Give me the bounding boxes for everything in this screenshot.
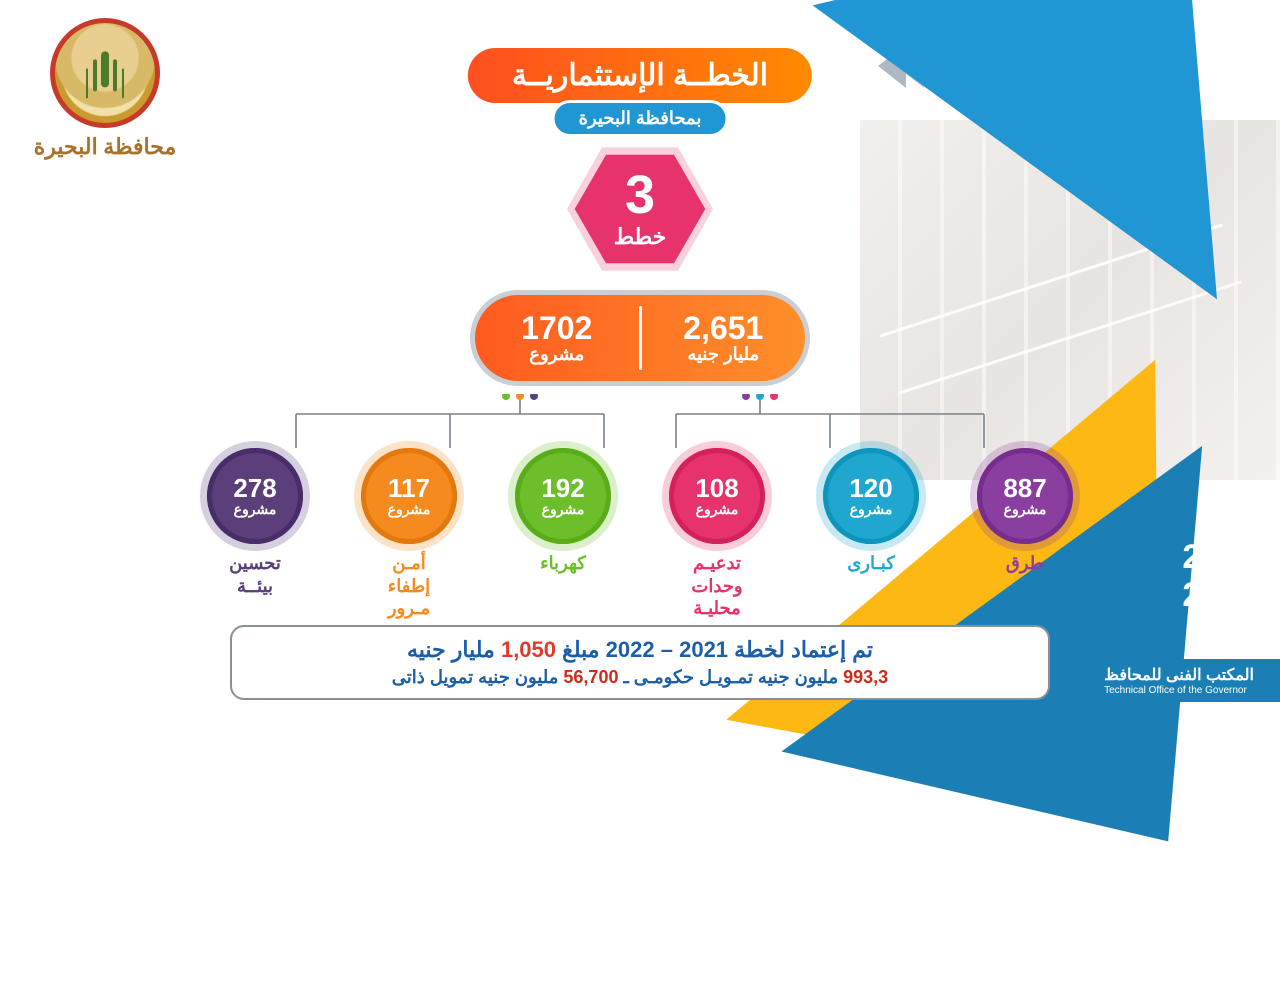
footer-approval-box: تم إعتماد لخطة 2021 – 2022 مبلغ 1,050 مل… (230, 625, 1050, 700)
hex-number: 3 (625, 168, 655, 222)
category-ring: 887مشروع (977, 448, 1073, 544)
logo-text: محافظة البحيرة (30, 134, 180, 160)
technical-office-badge: المكتب الفنى للمحافظ Technical Office of… (1064, 659, 1280, 702)
governorate-logo: محافظة البحيرة (30, 18, 180, 160)
stat-budget: 2,651 مليار جنيه (642, 312, 806, 365)
category-node: 192مشروع كهرباء (498, 448, 628, 620)
category-node: 117مشروع أمـنإطفاءمـرور (344, 448, 474, 620)
category-ring: 117مشروع (361, 448, 457, 544)
category-ring: 192مشروع (515, 448, 611, 544)
category-node: 108مشروع تدعيـموحداتمحليـة (652, 448, 782, 620)
category-ring: 108مشروع (669, 448, 765, 544)
hex-label: خطط (614, 224, 667, 250)
stat-projects: 1702 مشروع (475, 312, 639, 365)
category-ring: 278مشروع (207, 448, 303, 544)
category-label: تحسينبيئــة (190, 552, 320, 597)
logo-badge-icon (50, 18, 160, 128)
year-range: 2018 2021 (1182, 539, 1258, 614)
category-node: 278مشروع تحسينبيئــة (190, 448, 320, 620)
category-label: أمـنإطفاءمـرور (344, 552, 474, 620)
category-node: 887مشروع طرق (960, 448, 1090, 620)
connector-tree (230, 394, 1050, 454)
category-label: طرق (960, 552, 1090, 575)
category-node: 120مشروع كبـارى (806, 448, 936, 620)
summary-stats: 2,651 مليار جنيه 1702 مشروع (470, 290, 810, 386)
main-title: الخطــة الإستثماريــة (468, 48, 812, 103)
plans-hexagon: 3 خطط (572, 150, 708, 268)
category-label: تدعيـموحداتمحليـة (652, 552, 782, 620)
category-label: كهرباء (498, 552, 628, 575)
subtitle: بمحافظة البحيرة (552, 100, 729, 137)
category-label: كبـارى (806, 552, 936, 575)
category-circles: 887مشروع طرق 120مشروع كبـارى 108مشروع تدعيـمو… (190, 448, 1090, 620)
category-ring: 120مشروع (823, 448, 919, 544)
footer-line-1: تم إعتماد لخطة 2021 – 2022 مبلغ 1,050 مل… (246, 637, 1034, 663)
stats-divider (639, 306, 642, 370)
footer-line-2: 993,3 مليون جنيه تمـويـل حكومـى ـ 56,700… (246, 667, 1034, 688)
